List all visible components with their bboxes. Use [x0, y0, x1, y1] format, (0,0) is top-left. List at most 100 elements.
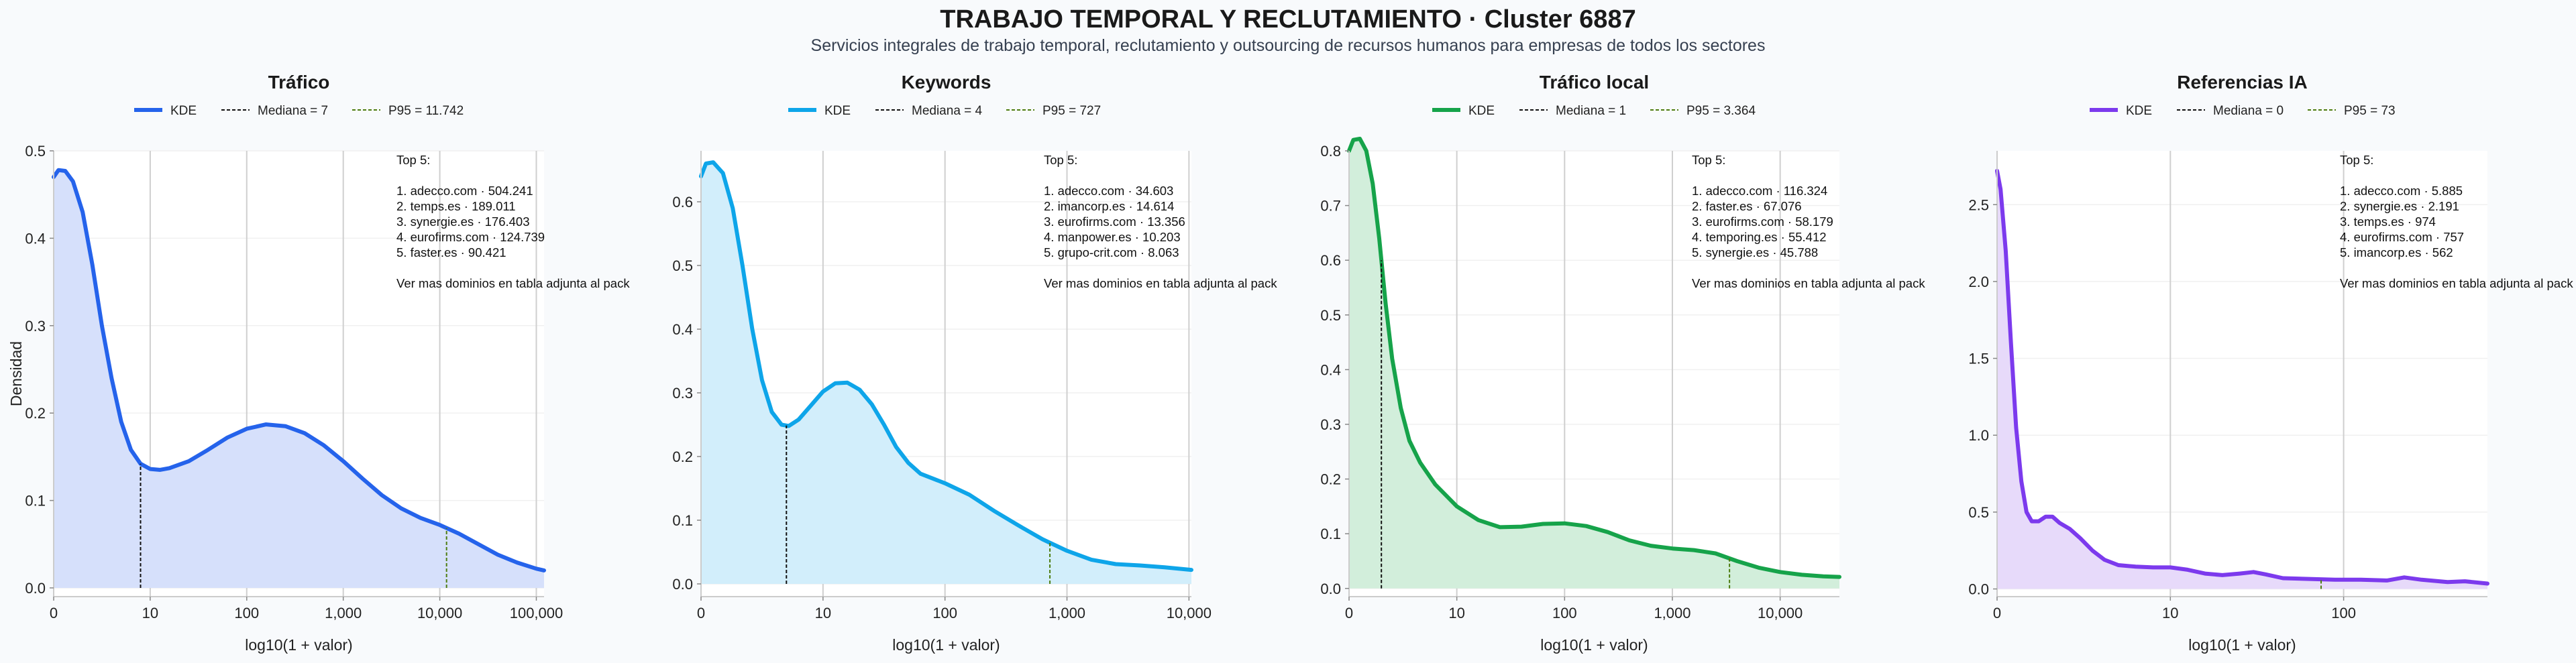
- top5-item: 1. adecco.com · 5.885: [2340, 184, 2463, 198]
- top5-item: 5. imancorp.es · 562: [2340, 245, 2453, 259]
- top5-item: 2. temps.es · 189.011: [396, 199, 516, 213]
- y-tick-label: 0.1: [1320, 526, 1341, 542]
- y-tick-label: 0.5: [672, 257, 693, 274]
- y-tick-label: 0.8: [1320, 143, 1341, 160]
- chart-title: Referencias IA: [2177, 72, 2308, 93]
- top5-note: Ver mas dominios en tabla adjunta al pac…: [2340, 276, 2573, 290]
- chart-legend: KDE Mediana = 0 P95 = 73: [2090, 104, 2396, 118]
- x-tick-label: 10: [1448, 605, 1464, 621]
- kde-area: [54, 170, 544, 588]
- top5-item: 2. faster.es · 67.076: [1692, 199, 1802, 213]
- y-tick-label: 0.5: [25, 143, 46, 160]
- top5-item: 3. eurofirms.com · 13.356: [1044, 215, 1185, 229]
- x-tick-label: 10,000: [1758, 605, 1803, 621]
- kde-line: [699, 160, 1193, 572]
- top5-item: 1. adecco.com · 34.603: [1044, 184, 1173, 198]
- y-tick-label: 0.5: [1320, 307, 1341, 324]
- top5-item: 2. synergie.es · 2.191: [2340, 199, 2459, 213]
- legend-kde-label: KDE: [170, 104, 197, 118]
- y-tick-label: 1.0: [1968, 427, 1989, 444]
- legend-p95-label: P95 = 727: [1042, 104, 1101, 118]
- top5-item: 5. synergie.es · 45.788: [1692, 245, 1818, 259]
- top5-title: Top 5:: [1044, 153, 1077, 167]
- y-tick-label: 0.0: [1968, 581, 1989, 598]
- legend-median-label: Mediana = 4: [912, 104, 983, 118]
- top5-note: Ver mas dominios en tabla adjunta al pac…: [1692, 276, 1925, 290]
- y-tick-label: 0.2: [1320, 471, 1341, 488]
- chart-title: Tráfico local: [1540, 72, 1649, 93]
- y-tick-label: 0.2: [672, 448, 693, 465]
- y-tick-label: 0.3: [1320, 416, 1341, 433]
- x-tick-label: 10,000: [1167, 605, 1212, 621]
- chart-title: Keywords: [902, 72, 991, 93]
- x-tick-label: 100: [932, 605, 957, 621]
- kde-area: [1997, 170, 2487, 589]
- page-title: TRABAJO TEMPORAL Y RECLUTAMIENTO · Clust…: [940, 5, 1636, 34]
- y-tick-label: 0.1: [25, 493, 46, 509]
- x-axis-label: log10(1 + valor): [892, 636, 1000, 654]
- x-tick-label: 100,000: [510, 605, 564, 621]
- y-tick-label: 0.1: [672, 512, 693, 529]
- x-tick-label: 10: [815, 605, 831, 621]
- x-tick-label: 1,000: [1049, 605, 1085, 621]
- top5-item: 2. imancorp.es · 14.614: [1044, 199, 1174, 213]
- x-tick-label: 100: [1552, 605, 1577, 621]
- y-tick-label: 0.4: [25, 230, 46, 247]
- top5-item: 4. temporing.es · 55.412: [1692, 230, 1827, 244]
- y-tick-label: 0.3: [25, 318, 46, 335]
- x-tick-label: 1,000: [1654, 605, 1690, 621]
- top5-note: Ver mas dominios en tabla adjunta al pac…: [396, 276, 630, 290]
- top5-note: Ver mas dominios en tabla adjunta al pac…: [1044, 276, 1277, 290]
- top5-item: 5. faster.es · 90.421: [396, 245, 506, 259]
- x-axis-label: log10(1 + valor): [2188, 636, 2296, 654]
- legend-p95-label: P95 = 3.364: [1686, 104, 1756, 118]
- x-tick-label: 0: [1993, 605, 2001, 621]
- y-tick-label: 2.5: [1968, 196, 1989, 213]
- top5-item: 4. manpower.es · 10.203: [1044, 230, 1181, 244]
- top5-item: 5. grupo-crit.com · 8.063: [1044, 245, 1179, 259]
- chart-panel-3: Tráfico local KDE Mediana = 1 P95 = 3.364 0.…: [1320, 72, 1925, 654]
- top5-item: 1. adecco.com · 504.241: [396, 184, 533, 198]
- legend-median-label: Mediana = 0: [2213, 104, 2284, 118]
- top5-item: 4. eurofirms.com · 757: [2340, 230, 2464, 244]
- chart-panel-2: Keywords KDE Mediana = 4 P95 = 727 0.0 0.1 0.2…: [672, 72, 1277, 654]
- kde-line: [1995, 168, 2489, 586]
- y-tick-label: 0.2: [25, 405, 46, 422]
- top5-item: 1. adecco.com · 116.324: [1692, 184, 1827, 198]
- x-tick-label: 1,000: [325, 605, 362, 621]
- x-tick-label: 0: [50, 605, 58, 621]
- top5-title: Top 5:: [396, 153, 430, 167]
- page-subtitle: Servicios integrales de trabajo temporal…: [810, 36, 1766, 55]
- x-tick-label: 0: [1345, 605, 1353, 621]
- y-axis-label: Densidad: [7, 341, 25, 406]
- legend-median-label: Mediana = 1: [1556, 104, 1626, 118]
- kde-line: [52, 168, 546, 572]
- legend-kde-label: KDE: [1468, 104, 1495, 118]
- y-tick-label: 0.6: [1320, 252, 1341, 269]
- top5-item: 3. synergie.es · 176.403: [396, 215, 530, 229]
- y-tick-label: 0.4: [1320, 361, 1341, 378]
- kde-area: [1349, 139, 1839, 589]
- x-tick-label: 0: [697, 605, 705, 621]
- top5-title: Top 5:: [2340, 153, 2373, 167]
- y-tick-label: 0.5: [1968, 504, 1989, 521]
- x-tick-label: 10: [142, 605, 158, 621]
- y-tick-label: 0.7: [1320, 198, 1341, 215]
- y-tick-label: 2.0: [1968, 274, 1989, 290]
- plot-area: [1997, 151, 2487, 597]
- x-tick-label: 100: [234, 605, 259, 621]
- chart-legend: KDE Mediana = 7 P95 = 11.742: [134, 104, 464, 118]
- top5-title: Top 5:: [1692, 153, 1725, 167]
- y-tick-label: 0.0: [672, 576, 693, 593]
- kde-line: [1347, 137, 1841, 579]
- chart-panel-1: Tráfico KDE Mediana = 7 P95 = 11.742 0.0 0.1 0…: [7, 72, 630, 654]
- y-tick-label: 0.0: [1320, 581, 1341, 597]
- y-tick-label: 0.3: [672, 385, 693, 402]
- x-tick-label: 10,000: [417, 605, 462, 621]
- top5-item: 4. eurofirms.com · 124.739: [396, 230, 545, 244]
